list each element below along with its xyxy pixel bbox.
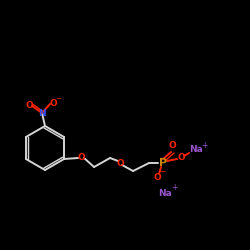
Text: Na: Na bbox=[189, 146, 203, 154]
Text: +: + bbox=[171, 184, 177, 192]
Text: O: O bbox=[153, 172, 161, 182]
Text: −: − bbox=[159, 168, 165, 176]
Text: O: O bbox=[25, 100, 33, 110]
Text: O: O bbox=[49, 98, 57, 108]
Text: +: + bbox=[201, 142, 207, 150]
Text: O: O bbox=[116, 158, 124, 168]
Text: O: O bbox=[177, 152, 185, 162]
Text: Na: Na bbox=[158, 188, 172, 198]
Text: −: − bbox=[55, 96, 61, 102]
Text: N: N bbox=[38, 108, 46, 118]
Text: O: O bbox=[77, 154, 85, 162]
Text: P: P bbox=[159, 158, 167, 168]
Text: O: O bbox=[168, 140, 176, 149]
